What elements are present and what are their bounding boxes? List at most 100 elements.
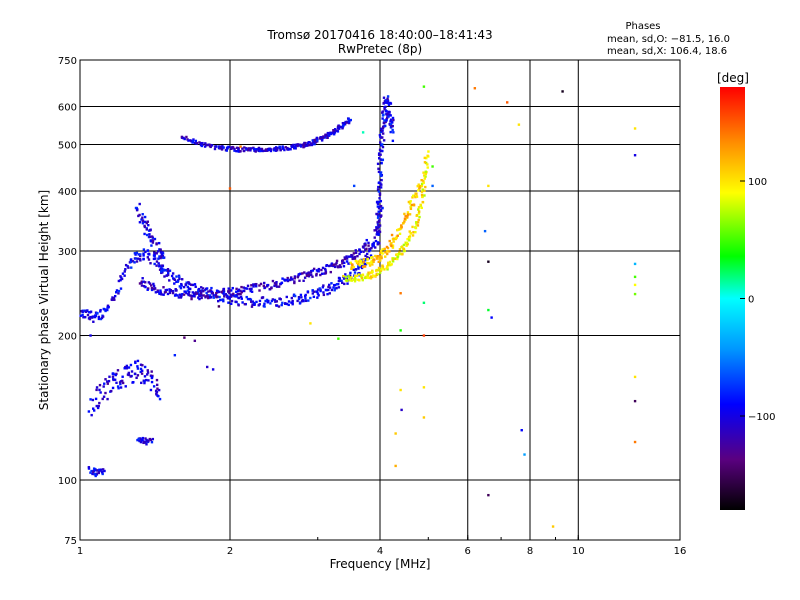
- echo-point: [137, 214, 140, 218]
- echo-point: [370, 256, 373, 259]
- echo-point: [115, 381, 118, 385]
- echo-point: [101, 468, 105, 471]
- echo-point: [149, 374, 153, 377]
- echo-point: [375, 201, 379, 204]
- echo-point: [143, 375, 147, 378]
- echo-point: [199, 289, 202, 293]
- echo-point: [373, 274, 377, 278]
- echo-point: [136, 359, 140, 363]
- echo-point: [273, 149, 276, 152]
- echo-point: [345, 121, 348, 124]
- echo-point: [417, 183, 420, 186]
- echo-point: [155, 378, 159, 382]
- echo-point: [147, 223, 150, 227]
- echo-point: [87, 466, 91, 469]
- echo-point: [91, 472, 94, 476]
- echo-point: [142, 284, 146, 288]
- echo-point: [138, 213, 141, 217]
- echo-point: [249, 298, 253, 301]
- echo-point: [299, 293, 303, 297]
- echo-point: [97, 471, 100, 475]
- echo-point: [386, 252, 389, 256]
- echo-point: [101, 397, 104, 401]
- echo-point: [158, 248, 161, 251]
- echo-point: [212, 294, 215, 297]
- echo-point: [252, 147, 256, 151]
- echo-point: [633, 375, 637, 379]
- echo-point: [278, 146, 282, 150]
- echo-point: [266, 149, 269, 152]
- echo-point: [198, 141, 201, 144]
- echo-point: [157, 241, 161, 245]
- echo-point: [399, 292, 402, 295]
- echo-point: [365, 238, 368, 242]
- echo-point: [378, 230, 382, 234]
- echo-point: [101, 472, 104, 476]
- echo-point: [390, 263, 393, 266]
- echo-point: [311, 275, 314, 278]
- echo-point: [354, 268, 358, 271]
- echo-point: [377, 207, 381, 210]
- echo-point: [87, 467, 91, 470]
- echo-point: [129, 258, 133, 262]
- echo-point: [143, 232, 146, 236]
- echo-point: [364, 254, 367, 258]
- echo-point: [370, 261, 373, 264]
- echo-point: [373, 258, 376, 261]
- echo-point: [385, 99, 388, 103]
- echo-point: [356, 254, 359, 258]
- echo-point: [263, 281, 266, 285]
- echo-point: [414, 226, 418, 230]
- echo-point: [89, 334, 92, 337]
- echo-point: [157, 257, 160, 260]
- echo-point: [225, 149, 228, 152]
- echo-point: [633, 275, 637, 279]
- echo-point: [328, 283, 331, 287]
- echo-point: [389, 114, 392, 117]
- x-axis-label: Frequency [MHz]: [330, 557, 431, 571]
- echo-point: [334, 263, 337, 266]
- echo-point: [255, 282, 258, 286]
- echo-point: [377, 269, 380, 272]
- echo-point: [422, 85, 426, 88]
- echo-point: [375, 255, 378, 259]
- echo-point: [93, 468, 97, 472]
- echo-point: [350, 266, 353, 269]
- echo-point: [309, 322, 312, 325]
- echo-point: [320, 272, 324, 275]
- echo-point: [406, 238, 409, 241]
- echo-point: [98, 383, 102, 387]
- echo-point: [379, 158, 382, 161]
- echo-point: [100, 471, 104, 474]
- echo-point: [320, 139, 324, 142]
- echo-point: [222, 299, 225, 303]
- echo-point: [260, 147, 264, 151]
- echo-point: [159, 248, 162, 251]
- echo-point: [284, 146, 287, 149]
- y-tick-label: 100: [58, 476, 77, 487]
- echo-point: [129, 375, 132, 378]
- echo-point: [160, 253, 164, 256]
- echo-point: [111, 296, 114, 299]
- echo-point: [343, 256, 346, 259]
- echo-point: [378, 197, 381, 200]
- echo-point: [409, 207, 413, 211]
- echo-point: [368, 262, 371, 265]
- y-axis-label: Stationary phase Virtual Height [km]: [37, 190, 51, 410]
- echo-point: [142, 254, 145, 257]
- echo-point: [364, 244, 367, 247]
- echo-point: [263, 305, 266, 308]
- echo-point: [145, 228, 149, 231]
- echo-point: [182, 285, 186, 289]
- echo-point: [385, 110, 388, 113]
- echo-point: [388, 250, 391, 253]
- echo-point: [107, 379, 111, 383]
- echo-point: [390, 244, 393, 248]
- echo-point: [149, 240, 153, 243]
- echo-point: [325, 288, 328, 292]
- echo-point: [358, 271, 361, 275]
- echo-point: [505, 101, 509, 104]
- echo-point: [487, 260, 490, 263]
- echo-point: [239, 292, 242, 296]
- echo-point: [261, 296, 264, 299]
